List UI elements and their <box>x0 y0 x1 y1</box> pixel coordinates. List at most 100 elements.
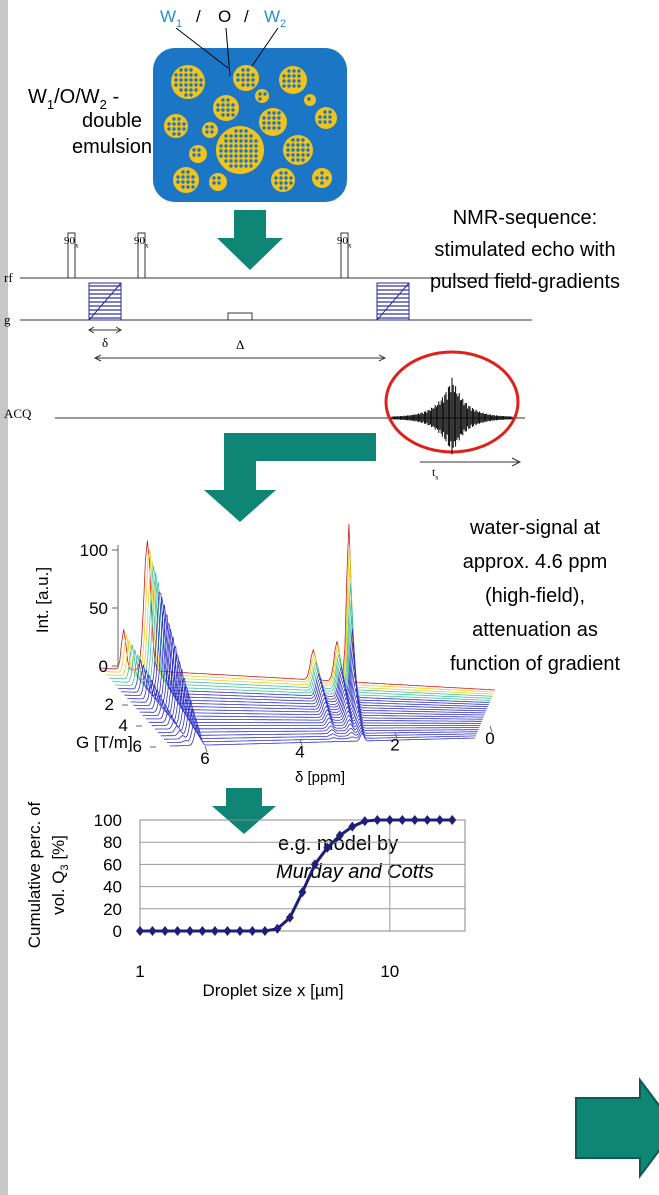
inner-droplet <box>246 83 250 87</box>
nmr-title: pulsed field-gradients <box>430 271 620 293</box>
y-axis-title: Cumulative perc. of <box>25 801 44 948</box>
inner-droplet <box>234 154 238 158</box>
inner-droplet <box>297 79 301 83</box>
inner-droplet <box>328 115 332 119</box>
inner-droplet <box>189 83 193 87</box>
inner-droplet <box>226 108 230 112</box>
inner-droplet <box>301 158 305 162</box>
inner-droplet <box>328 110 332 114</box>
inner-droplet <box>287 79 291 83</box>
data-point <box>185 926 194 936</box>
label-o: O <box>218 7 231 26</box>
data-point <box>198 926 207 936</box>
inner-droplet <box>174 73 178 77</box>
inner-droplet <box>258 97 262 101</box>
g-tick-label: 6 <box>133 737 142 756</box>
spectrum-description: function of gradient <box>450 653 621 675</box>
spectrum-trace <box>109 565 493 697</box>
inner-droplet <box>194 83 198 87</box>
inner-droplet <box>323 110 327 114</box>
inner-droplet <box>291 153 295 157</box>
text-part: 90 <box>134 235 146 247</box>
inner-droplet <box>272 121 276 125</box>
inner-droplet <box>323 120 327 124</box>
inner-droplet <box>181 185 185 189</box>
inner-droplet <box>286 148 290 152</box>
text-part: /O/W <box>54 86 100 108</box>
inner-droplet <box>216 108 220 112</box>
spectrum-trace <box>121 597 489 705</box>
x-tick <box>489 725 493 733</box>
data-point <box>173 926 182 936</box>
inner-droplet <box>179 88 183 92</box>
y-tick-label: 80 <box>103 833 122 852</box>
x-tick <box>204 745 208 753</box>
inner-droplet <box>241 68 245 72</box>
inner-droplet <box>236 78 240 82</box>
inner-droplet <box>301 143 305 147</box>
row-label: ACQ <box>4 406 32 421</box>
inner-droplet <box>179 73 183 77</box>
inner-droplet <box>221 113 225 117</box>
inner-droplet <box>279 176 283 180</box>
nmr-title: stimulated echo with <box>434 239 615 261</box>
emulsion-label: emulsion <box>72 136 152 158</box>
x-tick-label: 4 <box>295 742 304 761</box>
arrow-down <box>217 210 283 270</box>
inner-droplet <box>234 144 238 148</box>
inner-droplet <box>272 116 276 120</box>
inner-droplet <box>291 158 295 162</box>
separator: / <box>196 7 201 26</box>
inner-droplet <box>229 159 233 163</box>
inner-droplet <box>254 154 258 158</box>
g-tick-label: 4 <box>119 716 128 735</box>
arrow-right <box>575 1077 659 1179</box>
inner-droplet <box>176 180 180 184</box>
inner-droplet <box>181 180 185 184</box>
inner-droplet <box>221 103 225 107</box>
inner-droplet <box>219 149 223 153</box>
arrow-down-2 <box>212 788 276 834</box>
inner-droplet <box>192 153 196 157</box>
inner-droplet <box>254 149 258 153</box>
inner-droplet <box>291 148 295 152</box>
inner-droplet <box>279 181 283 185</box>
emulsion-label: double <box>82 110 142 132</box>
spectrum-trace <box>167 716 476 743</box>
data-point <box>298 887 307 898</box>
y-tick-label: 0 <box>113 922 122 941</box>
inner-droplet <box>296 143 300 147</box>
droplet <box>164 114 188 138</box>
inner-droplet <box>325 176 329 180</box>
inner-droplet <box>244 134 248 138</box>
inner-droplet <box>262 126 266 130</box>
data-point <box>373 815 382 825</box>
inner-droplet <box>292 69 296 73</box>
droplets <box>164 65 337 193</box>
text-part: W <box>160 7 176 26</box>
text-part: 1 <box>176 18 182 30</box>
inner-droplet <box>246 73 250 77</box>
inner-droplet <box>249 164 253 168</box>
pulse-sequence <box>20 232 532 467</box>
spectrum-trace <box>154 684 480 730</box>
text-part: W <box>264 7 280 26</box>
inner-droplet <box>210 125 214 129</box>
pulse-label: 90x <box>134 235 149 249</box>
inner-droplet <box>249 154 253 158</box>
droplet <box>233 65 259 91</box>
inner-droplet <box>267 116 271 120</box>
x-tick <box>394 732 398 739</box>
inner-droplet <box>221 98 225 102</box>
inner-droplet <box>177 122 181 126</box>
text-part: 2 <box>280 18 286 30</box>
spectrum-trace <box>142 652 483 720</box>
inner-droplet <box>241 78 245 82</box>
inner-droplet <box>267 121 271 125</box>
spectrum-trace <box>139 645 484 718</box>
inner-droplet <box>249 144 253 148</box>
inner-droplet <box>244 129 248 133</box>
inner-droplet <box>219 144 223 148</box>
time-label: ts <box>432 465 438 482</box>
inner-droplet <box>289 181 293 185</box>
